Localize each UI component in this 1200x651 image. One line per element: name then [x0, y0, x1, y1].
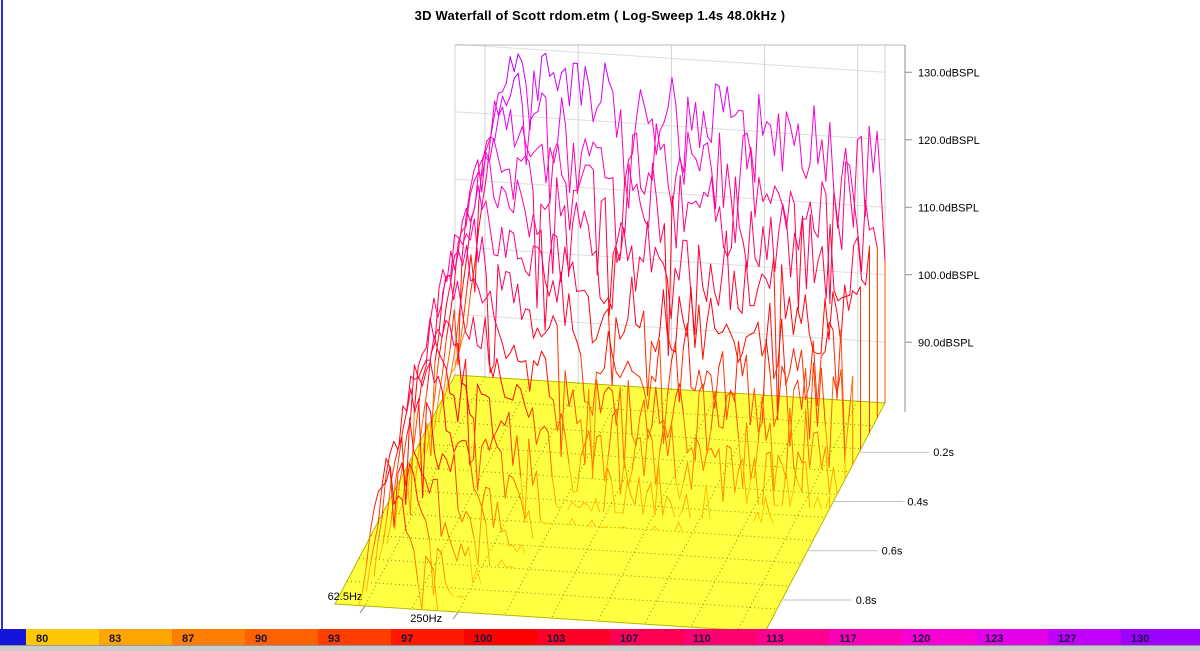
window-bottom-edge [0, 645, 1200, 651]
waterfall-trace [426, 185, 846, 480]
colorbar-label: 83 [109, 633, 122, 645]
waterfall-trace [418, 218, 838, 495]
colorbar-segment: 110 [683, 629, 756, 645]
freq-tick-label: 62.5Hz [328, 591, 363, 603]
colorbar-label: 123 [985, 633, 1004, 645]
colorbar-segment: 103 [537, 629, 610, 645]
window-left-border [1, 0, 3, 629]
spl-tick-label: 110.0dBSPL [918, 202, 979, 214]
colorbar-label: 130 [1131, 633, 1150, 645]
colorbar-label: 110 [693, 633, 711, 645]
colorbar-label: 87 [182, 633, 195, 645]
colorbar-label: 113 [766, 633, 784, 645]
colorbar-label: 93 [328, 633, 341, 645]
spl-tick-label: 90.0dBSPL [918, 337, 974, 349]
time-tick-label: 0.2s [933, 447, 954, 459]
spl-axis: 130.0dBSPL 120.0dBSPL 110.0dBSPL 100.0dBSPL… [904, 45, 980, 412]
waterfall-chart: 130.0dBSPL 120.0dBSPL 110.0dBSPL 100.0dBSPL… [328, 43, 980, 629]
colorbar-segment: 83 [99, 629, 172, 645]
waterfall-trace [454, 52, 886, 404]
colorbar-segment: 100 [464, 629, 537, 645]
colorbar-segment: 120 [902, 629, 975, 645]
colorbar-label: 97 [401, 633, 414, 645]
colorbar-segment: 97 [391, 629, 464, 645]
waterfall-trace [433, 138, 861, 451]
colorbar-segment: 90 [245, 629, 318, 645]
waterfall-trace [373, 417, 482, 584]
time-tick-label: 0.6s [882, 546, 903, 558]
waterfall-trace [386, 361, 526, 554]
colorbar-segment: 117 [829, 629, 902, 645]
colorbar-segment: 123 [975, 629, 1048, 645]
waterfall-trace [414, 244, 830, 510]
frequency-axis: 62.5Hz 250Hz [328, 591, 459, 625]
spl-tick-label: 130.0dBSPL [918, 67, 980, 79]
colorbar-segment: 127 [1048, 629, 1121, 645]
waterfall-trace [443, 106, 870, 433]
colorbar-segment: 130 [1121, 629, 1200, 645]
colorbar-label: 100 [474, 633, 493, 645]
spl-tick-label: 100.0dBSPL [918, 270, 980, 282]
colorbar-label: 127 [1058, 633, 1077, 645]
colorbar-segment: 87 [172, 629, 245, 645]
colorbar-low-cap [0, 629, 26, 645]
colorbar-label: 107 [620, 633, 639, 645]
colorbar-label: 120 [912, 633, 931, 645]
time-axis: 0.2s 0.4s 0.6s 0.8s [781, 447, 954, 607]
waterfall-trace [398, 317, 684, 533]
chart-title: 3D Waterfall of Scott rdom.etm ( Log-Swe… [414, 8, 786, 23]
colorbar-label: 90 [255, 633, 268, 645]
colorbar-segment: 80 [26, 629, 99, 645]
time-tick-label: 0.8s [856, 595, 877, 607]
colorbar-segment: 93 [318, 629, 391, 645]
colorbar-segment: 113 [756, 629, 829, 645]
waterfall-trace [358, 466, 439, 612]
time-tick-label: 0.4s [907, 496, 928, 508]
waterfall-trace [430, 155, 854, 466]
waterfall-trace [405, 274, 774, 524]
colorbar-legend: 80 83 87 90 93 97 100 103 107 110 113 117 120 123 127 1… [0, 629, 1200, 645]
colorbar-segment: 107 [610, 629, 683, 645]
freq-tick-label: 250Hz [410, 613, 442, 625]
colorbar-label: 80 [36, 633, 49, 645]
waterfall-trace [378, 388, 514, 568]
colorbar-label: 103 [547, 633, 566, 645]
colorbar-label: 117 [839, 633, 857, 645]
spl-tick-label: 120.0dBSPL [918, 135, 980, 147]
